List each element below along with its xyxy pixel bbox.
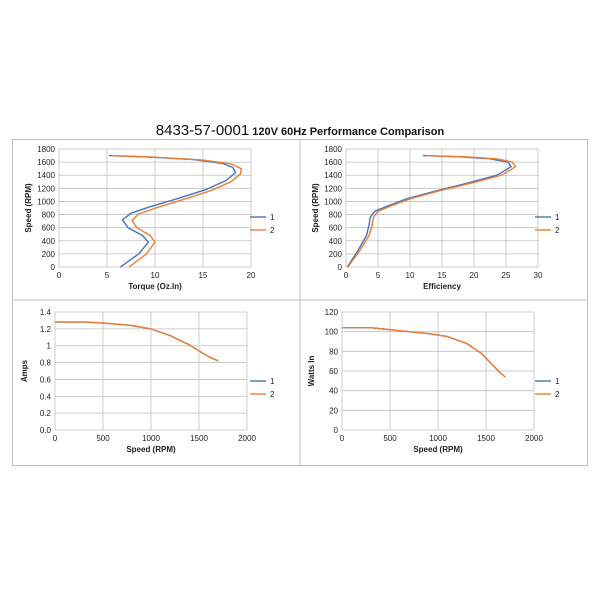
efficiency-x-tick-label: 0 bbox=[344, 271, 349, 280]
comparison-subtitle: 120V 60Hz Performance Comparison bbox=[252, 126, 445, 138]
watts-x-tick-label: 500 bbox=[383, 434, 397, 443]
amps-x-axis-label: Speed (RPM) bbox=[126, 445, 176, 454]
efficiency-x-axis-label: Efficiency bbox=[423, 282, 461, 291]
efficiency-y-tick-label: 200 bbox=[329, 250, 343, 259]
efficiency-x-tick-label: 5 bbox=[376, 271, 381, 280]
amps-y-tick-label: 0.4 bbox=[40, 392, 52, 401]
efficiency-x-tick-label: 15 bbox=[438, 271, 447, 280]
torque-y-tick-label: 1400 bbox=[37, 171, 55, 180]
efficiency-legend-label-2: 2 bbox=[555, 226, 560, 235]
efficiency-y-tick-label: 1600 bbox=[324, 158, 342, 167]
efficiency-y-tick-label: 0 bbox=[338, 263, 343, 272]
watts-x-tick-label: 1500 bbox=[477, 434, 495, 443]
watts-speed-chart: 0 20 40 60 80 100 120 0 500 1000 1500 2000 Speed (RP… bbox=[307, 308, 560, 454]
watts-legend-label-1: 1 bbox=[555, 377, 560, 386]
amps-y-tick-label: 0.6 bbox=[40, 375, 52, 384]
torque-y-axis-label: Speed (RPM) bbox=[24, 183, 33, 233]
efficiency-y-tick-label: 600 bbox=[329, 224, 343, 233]
amps-y-tick-label: 1.2 bbox=[40, 325, 52, 334]
watts-x-tick-label: 1000 bbox=[429, 434, 447, 443]
watts-y-tick-label: 40 bbox=[329, 387, 338, 396]
efficiency-y-tick-label: 1400 bbox=[324, 171, 342, 180]
watts-y-axis-label: Watts In bbox=[307, 355, 316, 386]
torque-y-tick-label: 600 bbox=[42, 224, 56, 233]
watts-x-tick-label: 0 bbox=[340, 434, 345, 443]
torque-x-tick-label: 5 bbox=[105, 271, 110, 280]
torque-x-tick-label: 20 bbox=[247, 271, 256, 280]
efficiency-x-tick-label: 10 bbox=[406, 271, 415, 280]
watts-y-tick-label: 60 bbox=[329, 367, 338, 376]
efficiency-x-tick-label: 20 bbox=[470, 271, 479, 280]
amps-legend-label-2: 2 bbox=[270, 390, 275, 399]
watts-y-tick-label: 120 bbox=[325, 308, 339, 317]
amps-x-tick-label: 1000 bbox=[142, 434, 160, 443]
amps-y-tick-label: 1.4 bbox=[40, 308, 52, 317]
efficiency-series-2-line bbox=[347, 154, 517, 268]
chart-title: 8433-57-0001 120V 60Hz Performance Compar… bbox=[0, 122, 600, 140]
torque-y-tick-label: 0 bbox=[51, 263, 56, 272]
amps-x-tick-label: 0 bbox=[53, 434, 58, 443]
efficiency-y-tick-label: 1800 bbox=[324, 145, 342, 154]
watts-x-axis-label: Speed (RPM) bbox=[413, 445, 463, 454]
amps-series-2-line bbox=[55, 321, 219, 362]
efficiency-speed-chart: 0 200 400 600 800 1000 1200 1400 1600 1800 0 5 10 15 2… bbox=[311, 145, 560, 291]
watts-x-tick-label: 2000 bbox=[525, 434, 543, 443]
watts-y-tick-label: 100 bbox=[325, 328, 339, 337]
amps-speed-chart: 0.0 0.2 0.4 0.6 0.8 1 1.2 1.4 0 500 1000 1500 2000 Sp… bbox=[20, 308, 275, 454]
torque-y-tick-label: 400 bbox=[42, 237, 56, 246]
torque-y-tick-label: 1600 bbox=[37, 158, 55, 167]
torque-speed-chart: 0 200 400 600 800 1000 1200 1400 1600 1800 0 5 10 15 2… bbox=[24, 145, 275, 291]
torque-x-tick-label: 0 bbox=[57, 271, 62, 280]
torque-series-1-line bbox=[108, 154, 237, 268]
efficiency-y-tick-label: 1000 bbox=[324, 197, 342, 206]
watts-y-tick-label: 80 bbox=[329, 347, 338, 356]
amps-series-1-line bbox=[55, 321, 219, 362]
watts-y-tick-label: 0 bbox=[334, 426, 339, 435]
amps-y-axis-label: Amps bbox=[20, 359, 29, 382]
watts-series-2-line bbox=[342, 326, 506, 378]
torque-y-tick-label: 200 bbox=[42, 250, 56, 259]
efficiency-series-1-line bbox=[346, 154, 512, 268]
efficiency-legend-label-1: 1 bbox=[555, 213, 560, 222]
torque-x-tick-label: 10 bbox=[151, 271, 160, 280]
torque-series-2-line bbox=[110, 154, 243, 268]
watts-y-tick-label: 20 bbox=[329, 406, 338, 415]
amps-y-tick-label: 0.0 bbox=[40, 426, 52, 435]
amps-y-tick-label: 0.8 bbox=[40, 359, 52, 368]
efficiency-y-tick-label: 400 bbox=[329, 237, 343, 246]
efficiency-x-tick-label: 30 bbox=[534, 271, 543, 280]
torque-x-tick-label: 15 bbox=[199, 271, 208, 280]
torque-y-tick-label: 1200 bbox=[37, 184, 55, 193]
efficiency-y-tick-label: 800 bbox=[329, 211, 343, 220]
part-number: 8433-57-0001 bbox=[155, 122, 250, 139]
torque-y-tick-label: 1000 bbox=[37, 197, 55, 206]
efficiency-y-axis-label: Speed (RPM) bbox=[311, 183, 320, 233]
efficiency-y-tick-label: 1200 bbox=[324, 184, 342, 193]
efficiency-x-tick-label: 25 bbox=[502, 271, 511, 280]
amps-y-tick-label: 1 bbox=[47, 342, 52, 351]
watts-legend-label-2: 2 bbox=[555, 390, 560, 399]
torque-x-axis-label: Torque (Oz.In) bbox=[128, 282, 182, 291]
torque-legend-label-1: 1 bbox=[270, 213, 275, 222]
amps-x-tick-label: 1500 bbox=[190, 434, 208, 443]
torque-legend-label-2: 2 bbox=[270, 226, 275, 235]
torque-y-tick-label: 1800 bbox=[37, 145, 55, 154]
amps-x-tick-label: 2000 bbox=[238, 434, 256, 443]
amps-legend-label-1: 1 bbox=[270, 377, 275, 386]
torque-y-tick-label: 800 bbox=[42, 211, 56, 220]
amps-y-tick-label: 0.2 bbox=[40, 409, 52, 418]
amps-x-tick-label: 500 bbox=[96, 434, 110, 443]
